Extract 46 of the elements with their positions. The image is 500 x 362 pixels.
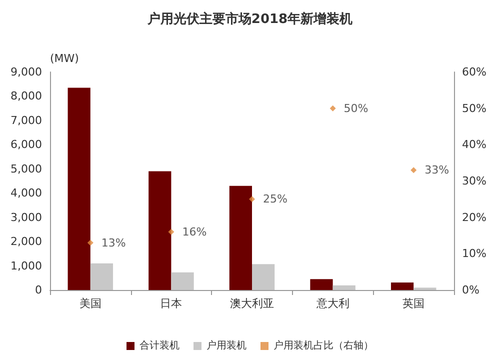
x-tick-label: 日本 <box>160 297 182 310</box>
point <box>249 196 255 202</box>
data-label: 50% <box>344 102 368 115</box>
y-tick-label: 7,000 <box>10 114 42 127</box>
y2-tick-label: 30% <box>462 174 486 188</box>
data-label: 16% <box>182 225 207 238</box>
y2-tick-label: 0% <box>462 284 480 296</box>
legend-label: 户用装机占比（右轴） <box>274 340 374 352</box>
x-tick-label: 美国 <box>79 297 102 310</box>
y-tick-label: 4,000 <box>10 186 42 200</box>
point <box>87 240 94 246</box>
legend-label: 户用装机 <box>206 340 246 352</box>
chart-title: 户用光伏主要市场2018年新增装机 <box>146 11 353 27</box>
y-tick-label: 5,000 <box>10 162 42 176</box>
bar <box>390 282 414 290</box>
x-tick-label: 英国 <box>402 297 425 310</box>
x-tick-label: 意大利 <box>315 297 350 310</box>
bar <box>332 285 356 290</box>
data-label: 25% <box>263 192 288 206</box>
y-tick-label: 6,000 <box>10 138 42 152</box>
bar <box>171 272 194 290</box>
data-label: 33% <box>424 164 450 177</box>
y2-tick-label: 10% <box>462 247 486 260</box>
bar <box>68 88 90 290</box>
point <box>410 167 417 174</box>
y2-tick-label: 60% <box>462 66 486 78</box>
point <box>168 228 174 235</box>
y2-tick-label: 20% <box>462 210 486 224</box>
y-axis-title: (MW) <box>50 52 79 65</box>
bar <box>90 263 114 290</box>
y-tick-label: 1,000 <box>10 259 42 272</box>
legend-label: 合计装机 <box>140 340 180 352</box>
y2-tick-label: 50% <box>462 102 486 115</box>
y-tick-label: 9,000 <box>10 66 42 78</box>
point <box>330 105 336 112</box>
data-label: 13% <box>101 236 126 250</box>
bar <box>229 186 252 290</box>
bar <box>252 264 275 290</box>
bar <box>148 171 172 290</box>
bar <box>310 279 333 290</box>
y-tick-label: 0 <box>35 284 42 296</box>
x-tick-label: 澳大利亚 <box>230 297 274 310</box>
y-tick-label: 2,000 <box>10 235 42 248</box>
y-tick-label: 8,000 <box>10 90 42 103</box>
y2-tick-label: 40% <box>462 138 486 152</box>
y-tick-label: 3,000 <box>10 210 42 224</box>
